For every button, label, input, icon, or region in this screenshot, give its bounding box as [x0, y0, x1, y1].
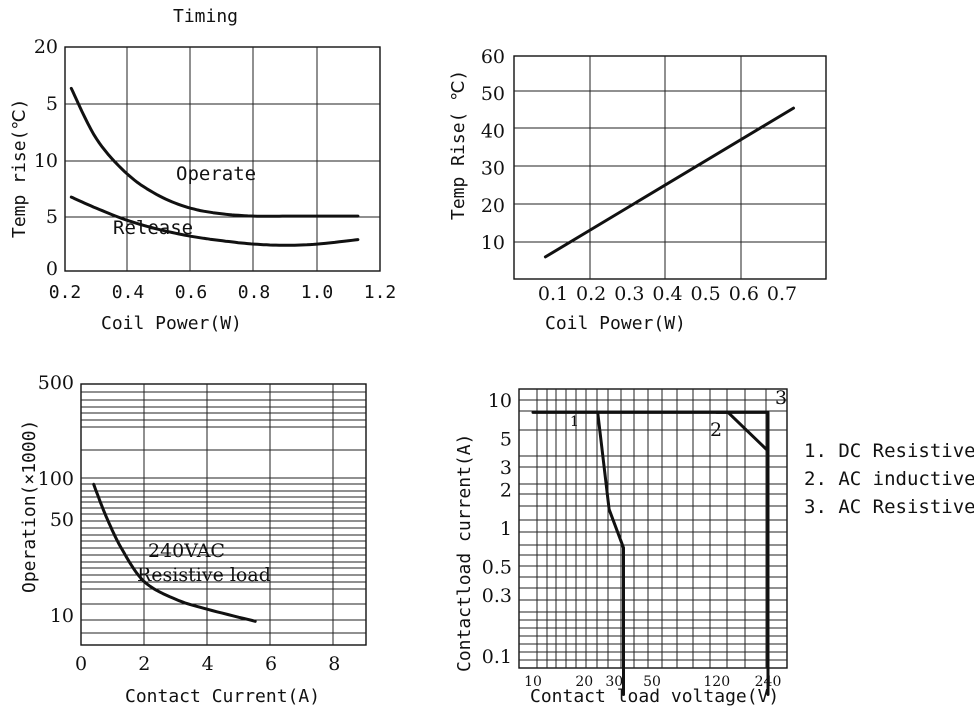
chart1-y-tick-1: 5	[46, 93, 58, 115]
chart2-y-ticks: 60 50 40 30 20 10	[481, 46, 505, 254]
chart2-series-0-line	[543, 106, 795, 259]
chart4-y-tick-1: 5	[500, 429, 512, 451]
chart2-y-tick-1: 50	[481, 83, 505, 105]
chart4-x-tick-1: 20	[575, 674, 593, 690]
chart-timing: Timing 0.2 0.4 0.6 0.8 1.0 1.2 20 5 10 5 0 Operat…	[9, 6, 396, 334]
chart2-x-tick-1: 0.2	[576, 283, 606, 305]
chart4-grid	[518, 388, 788, 669]
chart2-x-tick-2: 0.3	[614, 283, 644, 305]
chart2-x-tick-5: 0.6	[729, 283, 759, 305]
chart1-series-0-line	[69, 86, 360, 218]
chart1-y-tick-4: 0	[46, 258, 58, 280]
chart3-x-ticks: 0 2 4 6 8	[75, 653, 340, 675]
chart1-series	[69, 86, 360, 247]
chart4-legend-item-3: 3. AC Resistive	[804, 496, 974, 518]
chart4-y-tick-3: 2	[500, 479, 512, 501]
chart1-x-tick-2: 0.6	[175, 282, 208, 303]
chart1-series-label-operate: Operate	[176, 163, 256, 185]
chart3-y-tick-3: 10	[50, 605, 74, 627]
chart4-y-tick-4: 1	[500, 518, 512, 540]
chart3-y-tick-0: 500	[38, 372, 74, 394]
chart4-x-axis-label: Contact load voltage(V)	[530, 686, 779, 707]
chart4-series-1-line	[715, 410, 770, 453]
chart1-x-tick-4: 1.0	[301, 282, 334, 303]
chart-temp-rise: 0.1 0.2 0.3 0.4 0.5 0.6 0.7 60 50 40 30 20 10 Coil …	[448, 46, 827, 334]
chart2-x-tick-6: 0.7	[767, 283, 797, 305]
chart3-y-tick-2: 50	[50, 509, 74, 531]
chart3-series-0-line	[92, 482, 257, 623]
chart4-series-2-line	[531, 410, 770, 696]
chart4-y-tick-0: 10	[488, 390, 512, 412]
chart1-x-ticks: 0.2 0.4 0.6 0.8 1.0 1.2	[49, 282, 397, 303]
chart4-x-ticks: 10 20 30 50 120 240	[524, 674, 781, 690]
chart1-series-1-line	[69, 195, 360, 247]
chart4-y-tick-2: 3	[500, 457, 512, 479]
chart4-y-tick-7: 0.1	[482, 646, 512, 668]
chart1-plot-frame	[64, 46, 381, 272]
chart3-x-tick-4: 8	[328, 653, 340, 675]
chart2-y-tick-2: 40	[481, 120, 505, 142]
chart1-y-tick-3: 5	[46, 206, 58, 228]
chart2-y-tick-4: 20	[481, 195, 505, 217]
chart2-series	[543, 106, 795, 259]
chart1-x-axis-label: Coil Power(W)	[101, 313, 242, 334]
chart3-x-tick-0: 0	[75, 653, 87, 675]
chart4-y-ticks: 10 5 32 1 0.5 0.3 0.1	[482, 390, 512, 668]
chart4-plot-frame	[518, 388, 788, 669]
chart4-series	[531, 410, 770, 696]
chart3-annotation-load: Resistive load	[137, 564, 271, 586]
chart4-curve-label-3: 3	[775, 387, 787, 409]
chart2-x-tick-0: 0.1	[538, 283, 568, 305]
chart3-y-axis-label: Operation(×1000)	[19, 420, 40, 593]
chart2-x-axis-label: Coil Power(W)	[545, 313, 686, 334]
chart4-curve-label-1: 1	[570, 414, 579, 430]
chart3-annotation-voltage: 240VAC	[148, 540, 225, 562]
chart-operation-life: 0 2 4 6 8 500 100 50 10 240VAC Resistive load C…	[19, 372, 367, 707]
chart3-x-axis-label: Contact Current(A)	[125, 686, 320, 707]
chart3-series	[92, 482, 257, 623]
chart3-x-tick-2: 4	[202, 653, 214, 675]
chart1-y-tick-2: 10	[34, 150, 58, 172]
chart4-series-0-line	[596, 410, 625, 696]
chart1-x-tick-3: 0.8	[238, 282, 271, 303]
chart2-y-tick-3: 30	[481, 158, 505, 180]
chart1-y-axis-label: Temp rise(℃)	[9, 99, 30, 238]
chart2-x-tick-3: 0.4	[652, 283, 682, 305]
chart1-x-tick-0: 0.2	[49, 282, 82, 303]
chart3-grid	[80, 383, 367, 646]
chart2-y-tick-0: 60	[481, 46, 505, 68]
chart4-y-tick-5: 0.5	[482, 557, 512, 579]
chart1-x-tick-1: 0.4	[112, 282, 145, 303]
chart4-curve-label-2: 2	[710, 419, 722, 441]
chart4-x-tick-0: 10	[524, 674, 542, 690]
chart4-legend-item-2: 2. AC inductive	[804, 468, 974, 490]
chart4-y-tick-6: 0.3	[482, 585, 512, 607]
chart2-y-axis-label: Temp Rise( ℃)	[448, 70, 469, 220]
chart4-x-tick-4: 120	[703, 674, 730, 690]
chart4-x-tick-2: 30	[605, 674, 623, 690]
chart3-x-tick-3: 6	[265, 653, 277, 675]
chart1-grid	[64, 46, 381, 272]
chart4-y-axis-label: Contactload current(A)	[454, 434, 475, 672]
chart1-y-ticks: 20 5 10 5 0	[34, 36, 58, 280]
chart1-y-tick-0: 20	[34, 36, 58, 58]
chart2-grid	[513, 55, 827, 280]
chart4-legend-item-1: 1. DC Resistive	[804, 440, 974, 462]
chart3-y-ticks: 500 100 50 10	[38, 372, 74, 627]
chart2-y-tick-5: 10	[481, 232, 505, 254]
chart1-title: Timing	[173, 6, 238, 27]
chart2-x-ticks: 0.1 0.2 0.3 0.4 0.5 0.6 0.7	[538, 283, 797, 305]
chart1-x-tick-5: 1.2	[364, 282, 397, 303]
chart3-y-tick-1: 100	[38, 468, 74, 490]
chart2-x-tick-4: 0.5	[691, 283, 721, 305]
chart2-plot-frame	[513, 55, 827, 280]
chart1-series-label-release: Release	[113, 217, 193, 239]
chart3-x-tick-1: 2	[138, 653, 150, 675]
chart4-x-tick-3: 50	[643, 674, 661, 690]
